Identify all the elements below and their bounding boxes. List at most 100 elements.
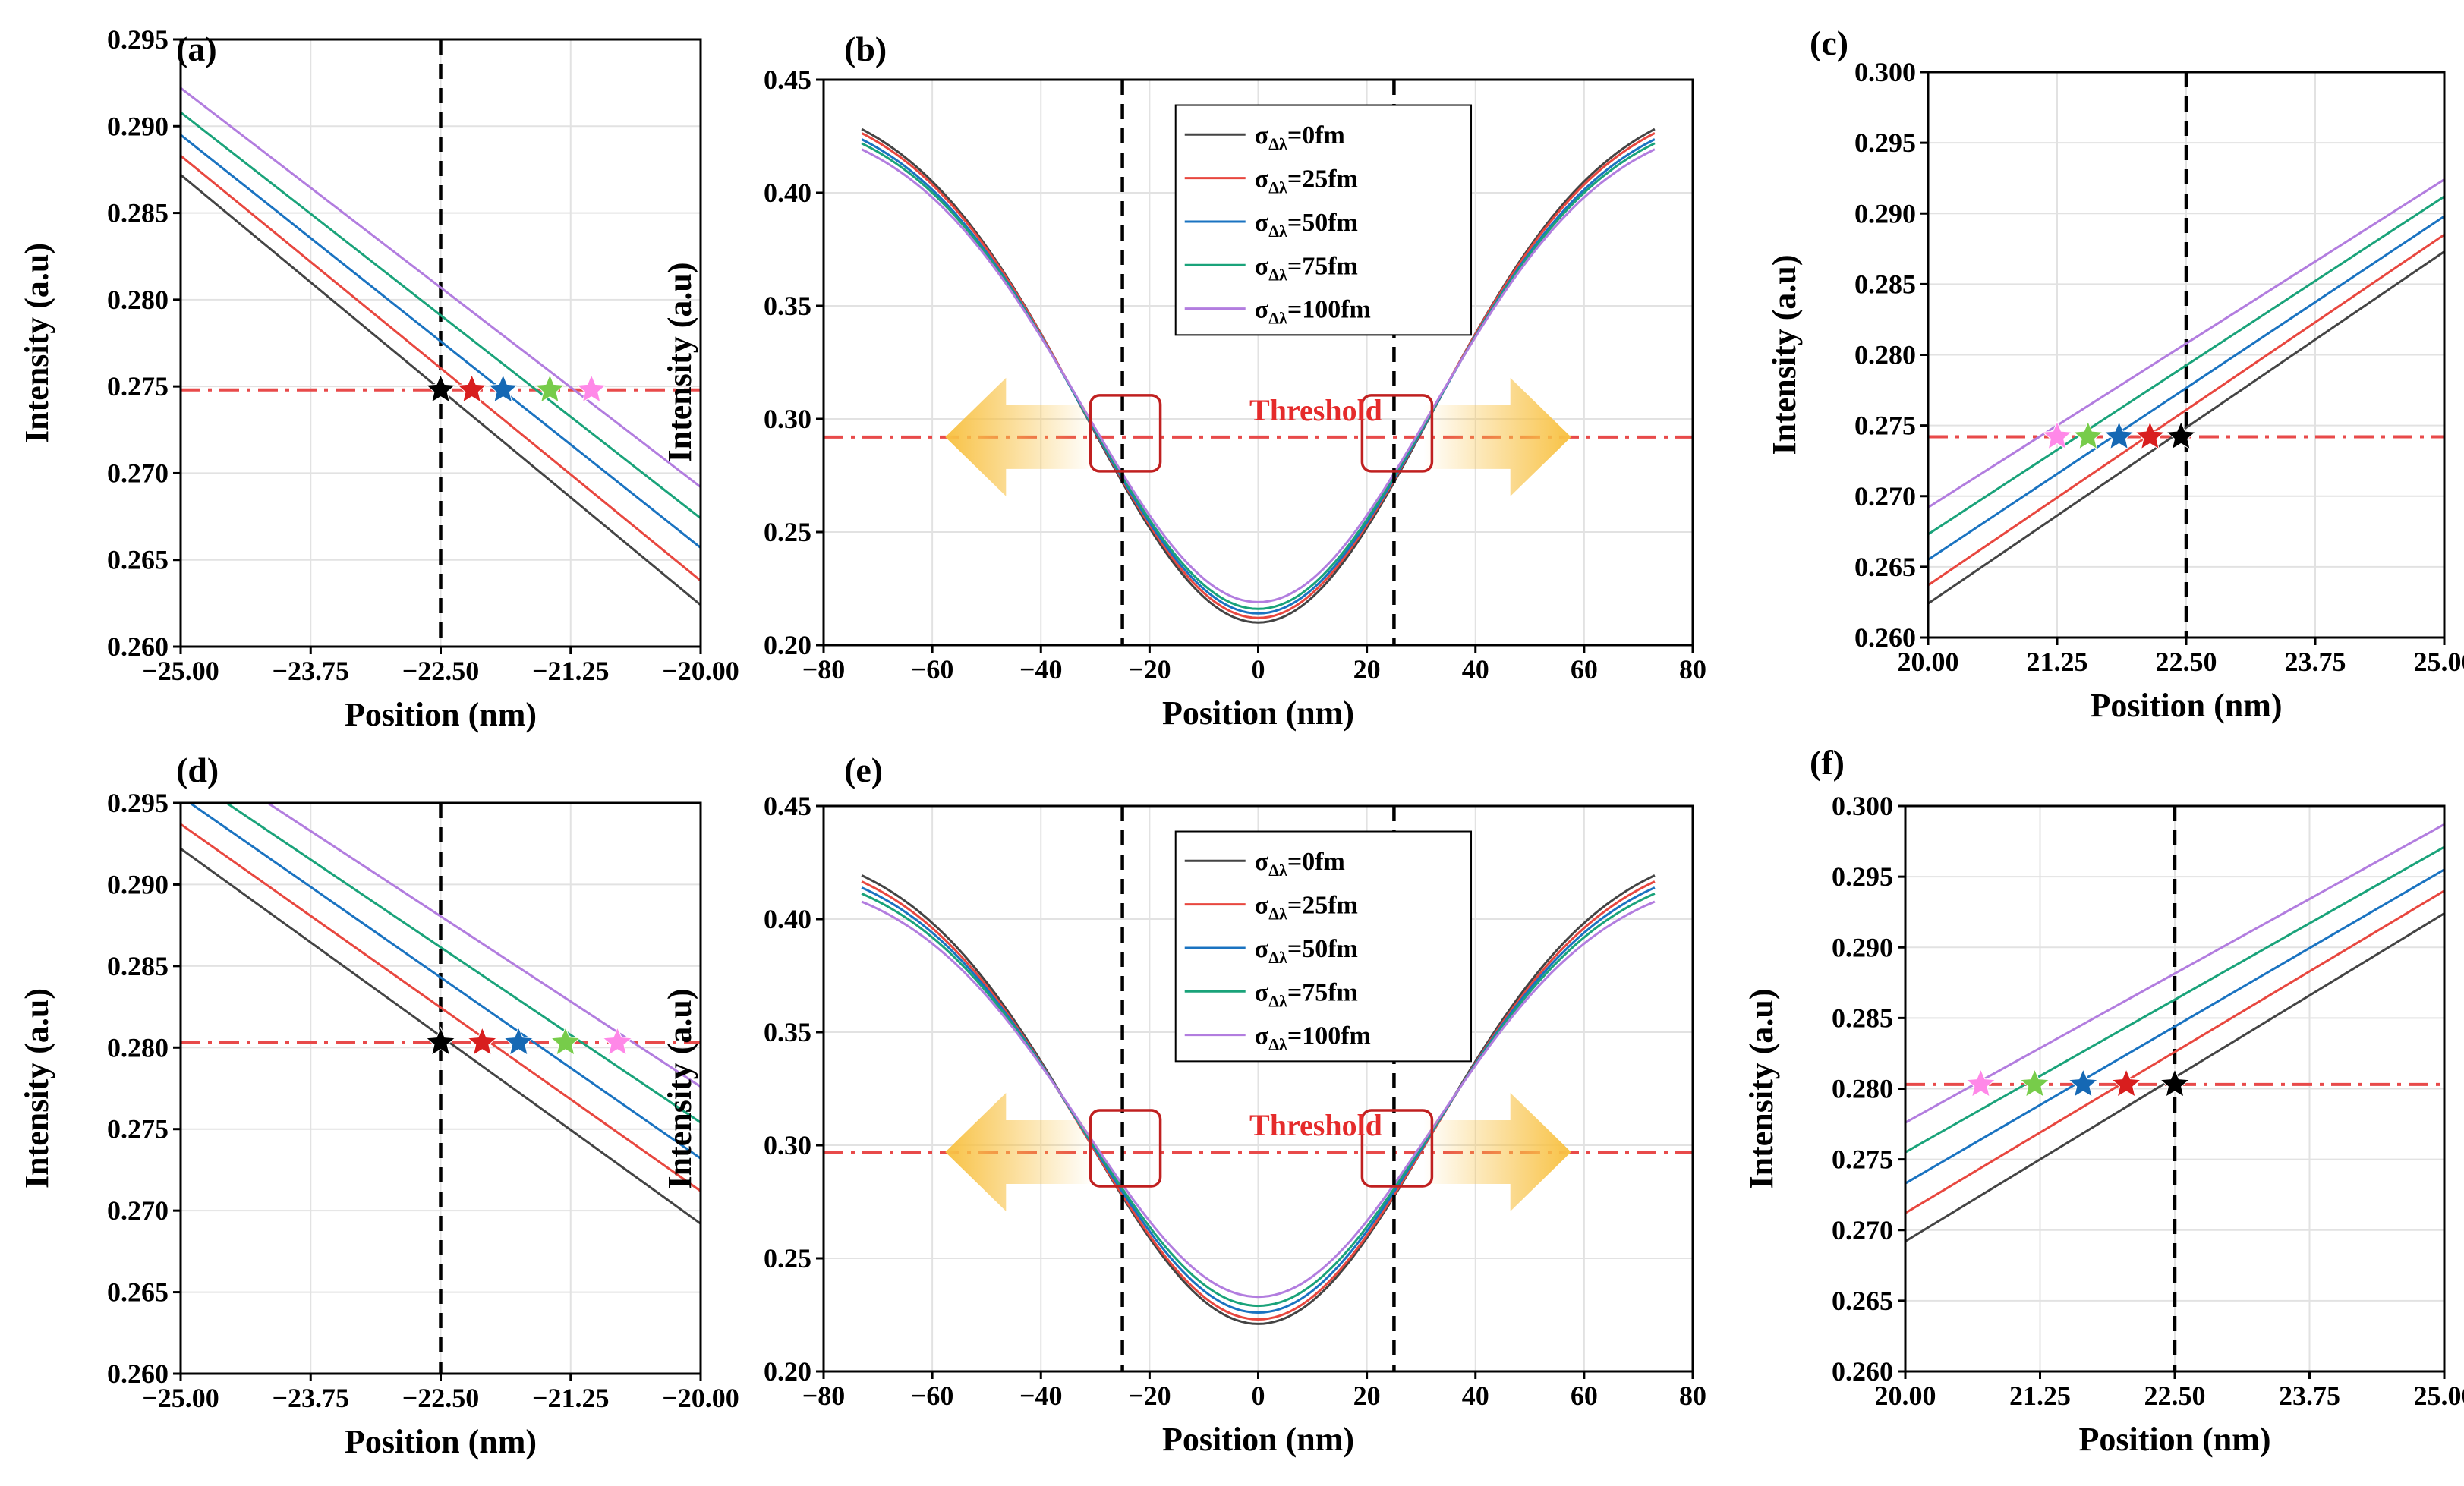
- star-marker: [575, 373, 607, 403]
- y-tick-label: 0.285: [1854, 269, 1916, 299]
- star-marker: [456, 373, 487, 403]
- panel-label: (a): [176, 30, 217, 68]
- legend-sym: σ: [1255, 121, 1269, 150]
- star-marker: [2159, 1068, 2191, 1098]
- y-axis-label: Intensity (a.u): [18, 988, 55, 1188]
- threshold-label: Threshold: [1249, 393, 1382, 427]
- highlight-box: [1089, 1109, 1162, 1188]
- series-line-75fm: [224, 803, 701, 1124]
- legend-label: σΔλ=0fm: [1255, 121, 1345, 153]
- panel-label: (c): [1810, 24, 1848, 62]
- x-tick-label: −60: [911, 1381, 954, 1411]
- legend-sub: Δλ: [1268, 1035, 1287, 1054]
- x-axis-label: Position (nm): [345, 696, 537, 733]
- series-line-25fm: [1905, 889, 2444, 1214]
- y-tick-label: 0.300: [1832, 791, 1893, 821]
- y-tick-label: 0.295: [1832, 861, 1893, 892]
- x-axis-label: Position (nm): [345, 1423, 537, 1460]
- y-tick-label: 0.35: [764, 291, 811, 321]
- series-curve: [861, 148, 1656, 603]
- legend-rest: =50fm: [1287, 935, 1358, 963]
- panel-b: ThresholdσΔλ=0fmσΔλ=25fmσΔλ=50fmσΔλ=75fm…: [661, 30, 1706, 732]
- series-line-25fm: [181, 823, 701, 1192]
- series-line-75fm: [1905, 845, 2444, 1154]
- star-marker: [2110, 1068, 2142, 1098]
- series-curve: [861, 900, 1656, 1299]
- x-tick-label: 60: [1571, 654, 1598, 685]
- x-tick-label: 23.75: [2285, 647, 2346, 677]
- x-tick-label: −21.25: [532, 656, 610, 686]
- legend-rest: =75fm: [1287, 978, 1358, 1006]
- x-tick-label: 0: [1252, 1381, 1265, 1411]
- legend-sub: Δλ: [1268, 178, 1287, 197]
- series-line-100fm: [1928, 178, 2444, 508]
- x-tick-label: −80: [802, 654, 846, 685]
- y-tick-label: 0.260: [1854, 622, 1916, 653]
- series-curve: [861, 886, 1656, 1314]
- right-arrow: [1423, 1092, 1571, 1211]
- series-line-0fm: [1928, 250, 2444, 605]
- legend-sub: Δλ: [1268, 948, 1287, 967]
- threshold-label: Threshold: [1249, 1108, 1382, 1142]
- star-marker: [1965, 1068, 1996, 1098]
- star-marker: [2072, 420, 2104, 450]
- right-arrow: [1423, 377, 1571, 496]
- star-marker: [487, 373, 518, 403]
- x-tick-label: −60: [911, 654, 954, 685]
- y-tick-label: 0.260: [107, 1358, 169, 1389]
- y-tick-label: 0.270: [1832, 1215, 1893, 1245]
- x-axis-label: Position (nm): [2091, 687, 2283, 724]
- star-marker: [2041, 420, 2073, 450]
- x-tick-label: 80: [1679, 1381, 1706, 1411]
- legend-rest: =75fm: [1287, 252, 1358, 280]
- legend-label: σΔλ=100fm: [1255, 296, 1371, 328]
- y-tick-label: 0.275: [107, 1114, 169, 1144]
- legend-sub: Δλ: [1268, 861, 1287, 880]
- highlight-box: [1360, 394, 1434, 473]
- legend-sym: σ: [1255, 296, 1269, 324]
- legend-box: [1174, 830, 1473, 1063]
- y-tick-label: 0.20: [764, 630, 811, 660]
- star-marker: [534, 373, 566, 403]
- x-tick-label: 21.25: [2009, 1381, 2071, 1411]
- y-tick-label: 0.280: [1832, 1074, 1893, 1104]
- star-marker: [425, 373, 456, 403]
- x-tick-label: 23.75: [2279, 1381, 2340, 1411]
- y-tick-label: 0.280: [107, 1032, 169, 1063]
- x-tick-label: 0: [1252, 654, 1265, 685]
- legend-sym: σ: [1255, 252, 1269, 280]
- x-tick-label: −25.00: [142, 656, 219, 686]
- y-tick-label: 0.45: [764, 791, 811, 821]
- panel-f: 20.00 21.25 22.50 23.75 25.00 0.260 0.265 0.270…: [1743, 743, 2464, 1458]
- x-tick-label: 60: [1571, 1381, 1598, 1411]
- series-curve: [861, 893, 1656, 1308]
- legend-sub: Δλ: [1268, 905, 1287, 924]
- plot-area: [181, 803, 701, 1374]
- y-axis-label: Intensity (a.u): [661, 988, 698, 1188]
- legend-rest: =100fm: [1287, 296, 1371, 324]
- panel-d: −25.00 −23.75 −22.50 −21.25 −20.00 0.260 0.265…: [18, 751, 739, 1460]
- y-tick-label: 0.270: [1854, 481, 1916, 512]
- panel-label: (e): [844, 751, 883, 789]
- series-curve: [861, 880, 1656, 1321]
- panel-c: 20.00 21.25 22.50 23.75 25.00 0.260 0.265 0.270…: [1766, 24, 2464, 724]
- y-tick-label: 0.280: [107, 285, 169, 315]
- x-axis-label: Position (nm): [2079, 1421, 2271, 1458]
- series-line-75fm: [181, 111, 701, 520]
- x-tick-label: −25.00: [142, 1383, 219, 1413]
- y-tick-label: 0.275: [107, 371, 169, 401]
- y-tick-label: 0.265: [107, 545, 169, 575]
- y-tick-label: 0.270: [107, 1195, 169, 1226]
- plot-area: [1928, 72, 2444, 638]
- x-tick-label: −20.00: [662, 656, 739, 686]
- y-tick-label: 0.295: [107, 24, 169, 55]
- legend-rest: =25fm: [1287, 892, 1358, 920]
- y-tick-label: 0.280: [1854, 340, 1916, 370]
- y-tick-label: 0.275: [1832, 1144, 1893, 1175]
- y-tick-label: 0.40: [764, 178, 811, 208]
- x-axis-label: Position (nm): [1162, 694, 1354, 732]
- y-tick-label: 0.300: [1854, 57, 1916, 87]
- x-tick-label: −40: [1019, 1381, 1063, 1411]
